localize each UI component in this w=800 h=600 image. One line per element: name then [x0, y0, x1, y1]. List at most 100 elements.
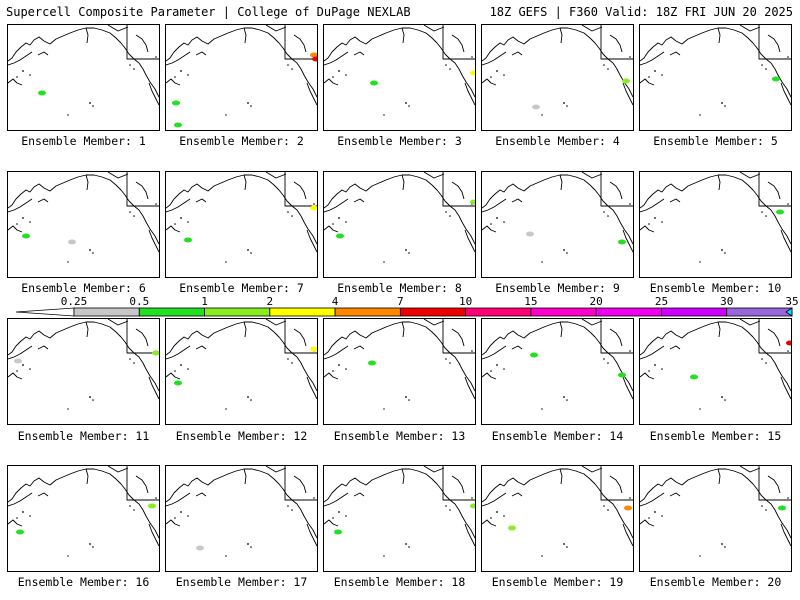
- colorbar-segment: [661, 307, 728, 317]
- ensemble-member-label: Ensemble Member: 20: [649, 575, 782, 589]
- colorbar-tick-label: 7: [397, 295, 404, 308]
- parameter-contour: [618, 239, 626, 245]
- ensemble-member-map-16: [7, 465, 160, 572]
- parameter-contour: [624, 505, 632, 511]
- parameter-contour: [334, 529, 342, 535]
- colorbar-legend: 0.25 0.5 1 2 4 7 10 15 20 25 30 35: [15, 295, 799, 317]
- colorbar-segment: [726, 307, 793, 317]
- ensemble-member-label: Ensemble Member: 17: [175, 575, 308, 589]
- parameter-contour: [470, 199, 475, 205]
- ensemble-member-label: Ensemble Member: 6: [21, 281, 146, 295]
- ensemble-member-label: Ensemble Member: 19: [491, 575, 624, 589]
- ensemble-member-map-9: [481, 171, 634, 278]
- parameter-contour: [312, 56, 317, 62]
- ensemble-member-map-17: [165, 465, 318, 572]
- ensemble-member-label: Ensemble Member: 13: [333, 429, 466, 443]
- parameter-contour: [530, 352, 538, 358]
- ensemble-member-map-11: [7, 318, 160, 425]
- ensemble-member-map-15: [639, 318, 792, 425]
- parameter-contour: [14, 358, 22, 364]
- ensemble-member-map-6: [7, 171, 160, 278]
- colorbar-tick-label: 2: [267, 295, 274, 308]
- parameter-contour: [776, 209, 784, 215]
- parameter-contour: [184, 237, 192, 243]
- parameter-contour: [38, 90, 46, 96]
- parameter-contour: [618, 372, 626, 378]
- parameter-contour: [310, 205, 317, 211]
- parameter-contour: [772, 76, 780, 82]
- parameter-contour: [148, 503, 156, 509]
- ensemble-member-label: Ensemble Member: 11: [17, 429, 150, 443]
- colorbar-tick-label: 0.25: [61, 295, 88, 308]
- colorbar-tick-label: 25: [655, 295, 668, 308]
- colorbar-tick-label: 30: [720, 295, 733, 308]
- ensemble-member-label: Ensemble Member: 10: [649, 281, 782, 295]
- colorbar-tick-label: 35: [785, 295, 798, 308]
- ensemble-member-label: Ensemble Member: 16: [17, 575, 150, 589]
- parameter-contour: [470, 70, 475, 76]
- parameter-contour: [174, 380, 182, 386]
- colorbar-tick-label: 1: [201, 295, 208, 308]
- colorbar-low-arrow: [15, 307, 75, 317]
- colorbar-tick-label: 15: [524, 295, 537, 308]
- ensemble-member-map-2: [165, 24, 318, 131]
- parameter-contour: [778, 505, 786, 511]
- ensemble-member-label: Ensemble Member: 9: [495, 281, 620, 295]
- colorbar-segment: [204, 307, 271, 317]
- ensemble-member-label: Ensemble Member: 5: [653, 134, 778, 148]
- parameter-contour: [152, 350, 159, 356]
- parameter-contour: [532, 104, 540, 110]
- ensemble-member-label: Ensemble Member: 8: [337, 281, 462, 295]
- ensemble-member-map-5: [639, 24, 792, 131]
- ensemble-member-map-1: [7, 24, 160, 131]
- ensemble-member-map-3: [323, 24, 476, 131]
- parameter-contour: [622, 78, 630, 84]
- ensemble-member-label: Ensemble Member: 3: [337, 134, 462, 148]
- parameter-contour: [690, 374, 698, 380]
- parameter-contour: [310, 346, 317, 352]
- ensemble-member-map-7: [165, 171, 318, 278]
- colorbar-segment: [399, 307, 467, 317]
- parameter-contour: [526, 231, 534, 237]
- ensemble-member-map-14: [481, 318, 634, 425]
- parameter-contour: [196, 545, 204, 551]
- ensemble-member-map-4: [481, 24, 634, 131]
- ensemble-member-map-10: [639, 171, 792, 278]
- ensemble-member-label: Ensemble Member: 18: [333, 575, 466, 589]
- parameter-contour: [174, 122, 182, 128]
- parameter-contour: [368, 360, 376, 366]
- parameter-contour: [68, 239, 76, 245]
- colorbar-tick-label: 20: [590, 295, 603, 308]
- colorbar-segment: [595, 307, 662, 317]
- ensemble-member-label: Ensemble Member: 4: [495, 134, 620, 148]
- ensemble-member-label: Ensemble Member: 2: [179, 134, 304, 148]
- map-title: Supercell Composite Parameter | College …: [6, 5, 411, 19]
- colorbar-segment: [530, 307, 597, 317]
- colorbar-segment: [334, 307, 401, 317]
- colorbar-tick-label: 10: [459, 295, 472, 308]
- ensemble-member-map-12: [165, 318, 318, 425]
- parameter-contour: [470, 503, 475, 509]
- ensemble-member-label: Ensemble Member: 7: [179, 281, 304, 295]
- ensemble-member-map-19: [481, 465, 634, 572]
- colorbar-segment: [465, 307, 532, 317]
- parameter-contour: [508, 525, 516, 531]
- parameter-contour: [370, 80, 378, 86]
- parameter-contour: [310, 52, 317, 58]
- model-valid-time: 18Z GEFS | F360 Valid: 18Z FRI JUN 20 20…: [489, 5, 793, 19]
- colorbar-segment: [73, 307, 140, 317]
- colorbar-segment: [785, 307, 793, 317]
- ensemble-member-label: Ensemble Member: 15: [649, 429, 782, 443]
- colorbar-tick-label: 0.5: [129, 295, 149, 308]
- parameter-contour: [16, 529, 24, 535]
- ensemble-member-map-13: [323, 318, 476, 425]
- parameter-contour: [22, 233, 30, 239]
- ensemble-member-map-18: [323, 465, 476, 572]
- colorbar-tick-label: 4: [332, 295, 339, 308]
- parameter-contour: [786, 340, 791, 346]
- ensemble-member-label: Ensemble Member: 1: [21, 134, 146, 148]
- ensemble-member-label: Ensemble Member: 12: [175, 429, 308, 443]
- ensemble-member-map-20: [639, 465, 792, 572]
- colorbar-segment: [269, 307, 336, 317]
- ensemble-member-label: Ensemble Member: 14: [491, 429, 624, 443]
